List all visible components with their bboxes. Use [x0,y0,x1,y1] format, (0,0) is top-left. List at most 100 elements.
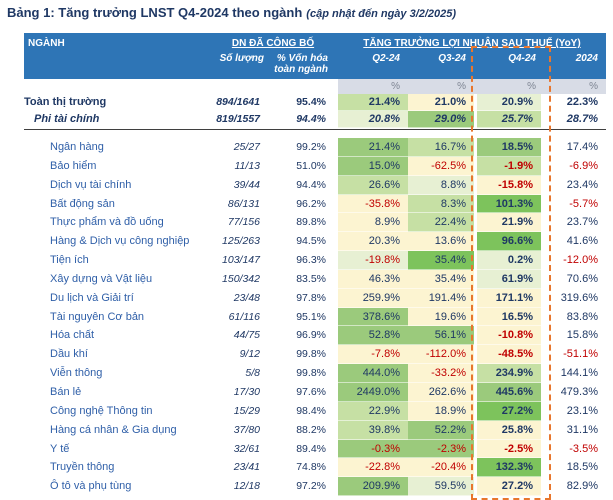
table-title: Bảng 1: Tăng trưởng LNST Q4-2024 theo ng… [7,5,456,20]
column-header-q4-24: Q4-24 [508,53,536,64]
row-published-count: 37/80 [233,423,260,436]
row-growth-value: 209.9% [338,477,408,497]
row-growth-value: 15.8% [544,326,606,345]
row-growth-value: 132.3% [474,458,544,478]
unit-row: % % % % [24,79,606,94]
row-growth-value: 18.5% [474,138,544,157]
table-row: Viễn thông 5/8 99.8% 444.0% -33.2% 234.9% 144.… [24,364,606,383]
row-growth-value: 28.7% [544,111,606,128]
row-growth-value: 259.9% [338,288,408,308]
row-sector-name: Hàng & Dịch vụ công nghiệp [50,235,190,248]
row-growth-value: 13.6% [408,232,474,252]
row-published-count: 11/13 [234,159,261,172]
row-growth-value: 16.7% [408,138,474,157]
column-header-nganh: NGÀNH [28,38,65,49]
row-growth-value: -22.8% [338,458,408,478]
row-growth-value: -1.9% [474,156,544,176]
table-row: Du lịch và Giải trí 23/48 97.8% 259.9% 191.4… [24,288,606,308]
row-published-count: 61/116 [228,310,260,323]
row-growth-value: 445.6% [474,382,544,402]
row-growth-value: 46.3% [338,269,408,289]
row-growth-value: -15.8% [474,175,544,195]
row-growth-value: 59.5% [408,477,474,497]
table-title-note: (cập nhật đến ngày 3/2/2025) [306,8,457,20]
unit-percent-q3: % [408,79,474,94]
table-row: Xây dựng và Vật liệu 150/342 83.5% 46.3% 35.… [24,269,606,289]
row-published-count: 125/263 [222,235,260,248]
row-growth-value: 479.3% [544,383,606,402]
row-growth-value: 19.6% [408,307,474,327]
row-marketcap-pct: 88.2% [296,423,326,436]
table-row: Bán lẻ 17/30 97.6% 2449.0% 262.6% 445.6% 479.3… [24,382,606,402]
row-sector-name: Thực phẩm và đồ uống [50,216,164,229]
row-growth-value: 319.6% [544,289,606,308]
row-growth-value: 20.8% [338,111,408,128]
row-sector-name: Hóa chất [50,329,95,342]
row-published-count: 23/41 [233,461,260,474]
row-marketcap-pct: 99.8% [296,348,326,361]
table-row: Y tế 32/61 89.4% -0.3% -2.3% -2.5% -3.5% [24,439,606,459]
row-sector-name: Bán lẻ [50,385,82,398]
row-growth-value: 234.9% [474,364,544,383]
row-growth-value: 29.0% [408,111,474,128]
row-published-count: 894/1641 [216,96,260,108]
row-published-count: 77/156 [227,216,260,229]
row-published-count: 9/12 [239,348,260,361]
table-row: Thực phẩm và đồ uống 77/156 89.8% 8.9% 22.4%… [24,213,606,233]
table-header: NGÀNH DN ĐÃ CÔNG BỐ TĂNG TRƯỞNG LỢI NHUẬ… [24,33,606,79]
row-growth-value: 23.7% [544,213,606,232]
row-growth-value: 35.4% [408,269,474,289]
sector-rows: Ngân hàng 25/27 99.2% 21.4% 16.7% 18.5% 17.4% B… [24,130,606,497]
row-sector-name: Ô tô và phụ tùng [50,480,132,493]
row-published-count: 819/1557 [216,113,260,125]
row-growth-value: 96.6% [474,232,544,252]
row-growth-value: 25.7% [474,111,544,128]
row-marketcap-pct: 89.4% [296,442,326,455]
row-growth-value: -19.8% [338,251,408,270]
row-published-count: 103/147 [222,254,260,267]
row-growth-value: 61.9% [474,269,544,289]
row-sector-name: Tài nguyên Cơ bản [50,310,145,323]
row-marketcap-pct: 99.2% [296,141,326,153]
table-title-text: Bảng 1: Tăng trưởng LNST Q4-2024 theo ng… [7,5,303,20]
row-growth-value: -33.2% [408,364,474,383]
table-row: Hàng cá nhân & Gia dụng 37/80 88.2% 39.8% 52… [24,420,606,440]
row-published-count: 44/75 [233,329,260,342]
row-growth-value: 39.8% [338,420,408,440]
table-row: Dầu khí 9/12 99.8% -7.8% -112.0% -48.5% -51.1% [24,345,606,365]
row-growth-value: 444.0% [338,364,408,383]
row-sector-name: Tiện ích [50,254,89,267]
row-published-count: 12/18 [233,480,260,493]
row-growth-value: 52.2% [408,420,474,440]
table-row: Ngân hàng 25/27 99.2% 21.4% 16.7% 18.5% 17.4% [24,138,606,157]
table-row: Truyền thông 23/41 74.8% -22.8% -20.4% 132.3%… [24,458,606,478]
row-growth-value: -12.0% [544,251,606,270]
table-row: Phi tài chính 819/1557 94.4% 20.8% 29.0% 25.7… [24,111,606,128]
row-growth-value: 262.6% [408,382,474,402]
column-header-von-hoa: % Vốn hóa toàn ngành [274,53,328,75]
row-growth-value: -6.9% [544,157,606,176]
column-group-growth: TĂNG TRƯỞNG LỢI NHUẬN SAU THUẾ (YoY) [363,38,581,49]
row-growth-value: 21.4% [338,94,408,111]
row-published-count: 25/27 [233,141,260,153]
table-row: Dịch vụ tài chính 39/44 94.4% 26.6% 8.8% -15.… [24,175,606,195]
row-growth-value: 2449.0% [338,382,408,402]
column-header-spacer [24,52,208,75]
row-growth-value: 22.3% [544,94,606,111]
row-marketcap-pct: 89.8% [296,216,326,229]
row-growth-value: -2.3% [408,439,474,459]
table-row: Ô tô và phụ tùng 12/18 97.2% 209.9% 59.5% 27.… [24,477,606,497]
unit-percent-2024: % [544,79,606,94]
row-growth-value: 15.0% [338,156,408,176]
row-growth-value: -10.8% [474,326,544,346]
row-marketcap-pct: 96.2% [296,197,326,210]
column-header-q2-24: Q2-24 [372,53,400,64]
row-growth-value: 27.2% [474,477,544,497]
row-growth-value: 0.2% [474,251,544,270]
row-growth-value: -20.4% [408,458,474,478]
row-published-count: 15/29 [233,404,260,417]
row-growth-value: 378.6% [338,307,408,327]
row-marketcap-pct: 83.5% [296,272,326,285]
row-marketcap-pct: 97.8% [296,291,326,304]
row-growth-value: 171.1% [474,288,544,308]
